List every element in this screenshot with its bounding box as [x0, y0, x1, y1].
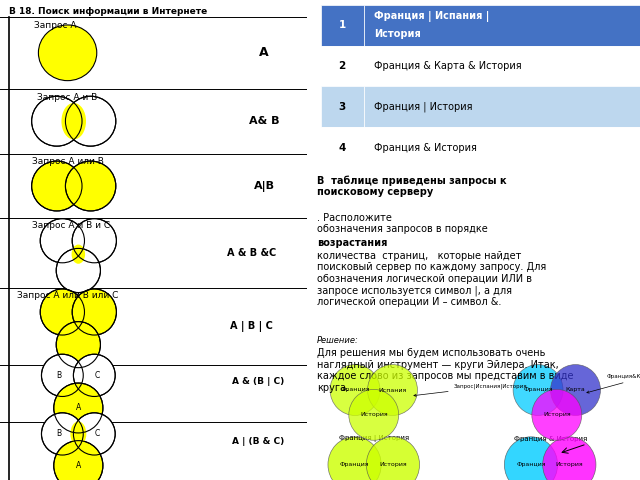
Ellipse shape: [366, 437, 420, 480]
Text: Запрос A или B: Запрос A или B: [31, 157, 104, 167]
Text: A: A: [259, 46, 269, 60]
Ellipse shape: [532, 389, 582, 440]
Text: История: История: [360, 412, 388, 417]
Text: A& B: A& B: [249, 116, 280, 126]
Text: История: История: [543, 412, 571, 417]
Text: A & (B | C): A & (B | C): [232, 377, 284, 386]
Text: возрастания: возрастания: [317, 238, 388, 248]
Bar: [364, 46, 640, 86]
Text: История: История: [379, 462, 407, 467]
Text: C: C: [95, 430, 100, 438]
Ellipse shape: [54, 441, 103, 480]
Text: Франция&Карта&История: Франция&Карта&История: [587, 374, 640, 393]
Text: . Расположите
обозначения запросов в порядке: . Расположите обозначения запросов в пор…: [317, 213, 491, 234]
Text: A | (B & C): A | (B & C): [232, 437, 284, 446]
Text: A|B: A|B: [253, 180, 275, 192]
Bar: [364, 86, 640, 127]
Bar: [364, 127, 640, 168]
Ellipse shape: [65, 161, 116, 211]
Ellipse shape: [349, 389, 399, 440]
Ellipse shape: [72, 219, 116, 263]
Ellipse shape: [504, 437, 557, 480]
Ellipse shape: [72, 244, 85, 264]
Text: Решение:: Решение:: [317, 336, 359, 345]
Text: A: A: [76, 404, 81, 412]
Text: Запрос A и B: Запрос A и B: [38, 93, 98, 102]
Bar: [321, 127, 364, 168]
Text: 2: 2: [339, 61, 346, 71]
Text: Запрос A или B или C: Запрос A или B или C: [17, 291, 118, 300]
Ellipse shape: [38, 25, 97, 81]
Text: Франция & История: Франция & История: [374, 143, 477, 153]
Text: Запрос A и B и C: Запрос A и B и C: [31, 221, 109, 230]
Ellipse shape: [56, 322, 100, 368]
Text: Франция | Испания |: Франция | Испания |: [374, 11, 489, 22]
Text: История: История: [374, 29, 420, 39]
Text: Франция: Франция: [340, 462, 369, 467]
Ellipse shape: [328, 437, 381, 480]
Text: В 18. Поиск информации в Интернете: В 18. Поиск информации в Интернете: [9, 7, 207, 16]
Text: A & B &C: A & B &C: [227, 248, 276, 258]
Text: Франция: Франция: [516, 462, 546, 467]
Ellipse shape: [65, 96, 116, 146]
Ellipse shape: [70, 421, 86, 446]
Text: 1: 1: [339, 20, 346, 30]
Bar: [364, 5, 640, 46]
Text: количества  страниц,   которые найдет
поисковый сервер по каждому запросу. Для
о: количества страниц, которые найдет поиск…: [317, 251, 547, 308]
Text: 3: 3: [339, 102, 346, 112]
Text: Запрос A: Запрос A: [34, 21, 77, 30]
Ellipse shape: [543, 437, 596, 480]
Ellipse shape: [40, 219, 84, 263]
Ellipse shape: [513, 365, 563, 415]
Text: Франция | История: Франция | История: [339, 434, 409, 442]
Ellipse shape: [72, 289, 116, 335]
Text: A | B | C: A | B | C: [230, 321, 273, 332]
Text: B: B: [57, 371, 62, 380]
Text: A: A: [76, 461, 81, 470]
Text: B: B: [57, 430, 62, 438]
Ellipse shape: [42, 413, 83, 455]
Bar: [321, 86, 364, 127]
Text: Запрос|Испания|История: Запрос|Испания|История: [414, 384, 527, 396]
Text: C: C: [95, 371, 100, 380]
Bar: [321, 5, 364, 46]
Text: Испания: Испания: [378, 387, 406, 393]
Ellipse shape: [367, 365, 417, 415]
Text: В  таблице приведены запросы к
поисковому серверу: В таблице приведены запросы к поисковому…: [317, 175, 507, 197]
Ellipse shape: [74, 354, 115, 396]
Ellipse shape: [74, 413, 115, 455]
Text: Франция | История: Франция | История: [374, 102, 472, 112]
Ellipse shape: [54, 383, 103, 433]
Ellipse shape: [61, 103, 86, 139]
Ellipse shape: [330, 365, 380, 415]
Text: Франция & История: Франция & История: [513, 436, 587, 442]
Bar: [321, 46, 364, 86]
Text: Франция: Франция: [340, 387, 370, 393]
Text: Для решения мы будем использовать очень
наглядный инструмент — круги Эйлера. Ита: Для решения мы будем использовать очень …: [317, 348, 573, 393]
Ellipse shape: [42, 354, 83, 396]
Text: Франция & Карта & История: Франция & Карта & История: [374, 61, 522, 71]
Ellipse shape: [40, 289, 84, 335]
Ellipse shape: [550, 365, 600, 415]
Ellipse shape: [56, 249, 100, 292]
Ellipse shape: [31, 96, 82, 146]
Text: 4: 4: [339, 143, 346, 153]
Text: Франция: Франция: [524, 387, 553, 393]
Ellipse shape: [31, 161, 82, 211]
Text: Карта: Карта: [566, 387, 586, 393]
Text: История: История: [556, 462, 583, 467]
